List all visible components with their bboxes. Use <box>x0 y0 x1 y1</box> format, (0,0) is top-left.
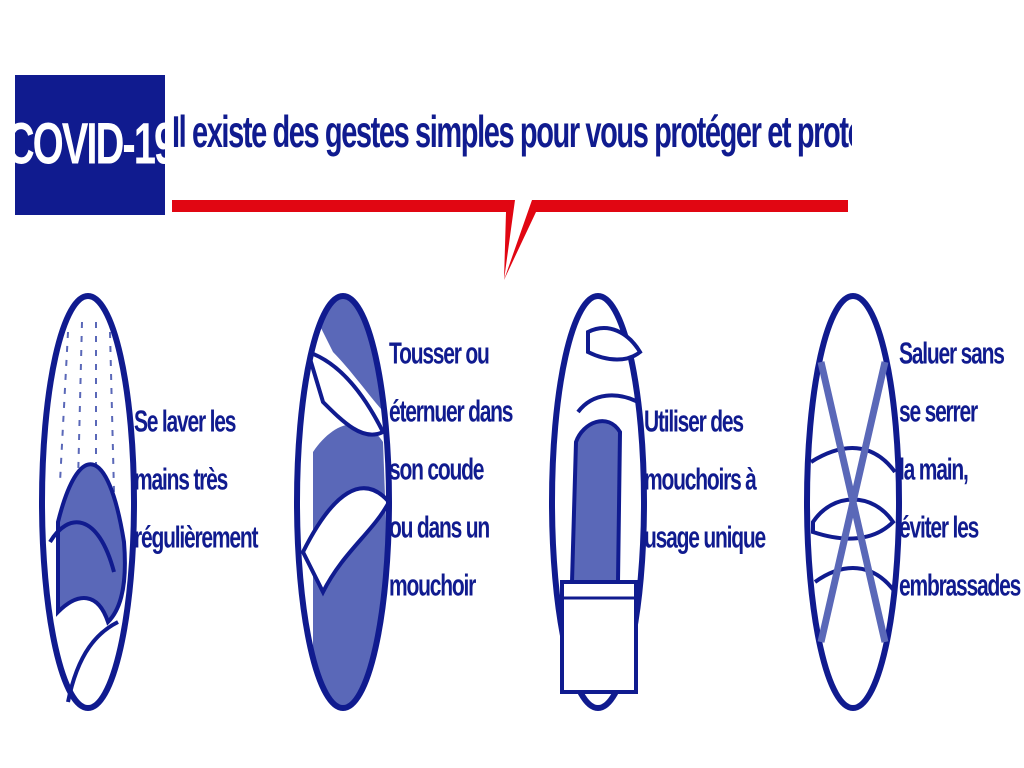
caption-line: mouchoir <box>389 569 476 603</box>
caption-line: ou dans un <box>389 511 490 545</box>
badge-label: COVID-19 <box>5 112 176 177</box>
caption-line: Utiliser des <box>644 405 744 439</box>
no-handshake-icon <box>804 293 902 711</box>
caption-line: se serrer <box>899 395 978 429</box>
caption-line: Tousser ou <box>389 337 490 371</box>
caption-line: mains très <box>134 463 228 497</box>
caption-line: embrassades <box>899 569 1021 603</box>
caption-line: son coude <box>389 453 484 487</box>
caption-line: la main, <box>899 453 969 487</box>
caption-line: mouchoirs à <box>644 463 757 497</box>
gesture-caption: Saluer sans se serrer la main, éviter le… <box>899 326 1024 616</box>
caption-line: usage unique <box>644 521 766 555</box>
caption-line: Saluer sans <box>899 337 1005 371</box>
caption-line: régulièrement <box>134 521 258 555</box>
caption-line: éviter les <box>899 511 979 545</box>
caption-line: éternuer dans <box>389 395 513 429</box>
cough-in-elbow-icon <box>294 293 392 711</box>
hand-washing-icon <box>39 293 137 711</box>
caption-line: Se laver les <box>134 405 236 439</box>
gesture-caption: Utiliser des mouchoirs à usage unique <box>644 394 794 568</box>
tissue-box-icon <box>549 293 647 711</box>
gesture-caption: Se laver les mains très régulièrement <box>134 394 284 568</box>
covid-badge: COVID-19 <box>6 75 176 215</box>
gesture-caption: Tousser ou éternuer dans son coude ou da… <box>389 326 539 616</box>
speech-bubble-line <box>172 200 848 280</box>
headline: Il existe des gestes simples pour vous p… <box>172 108 852 158</box>
